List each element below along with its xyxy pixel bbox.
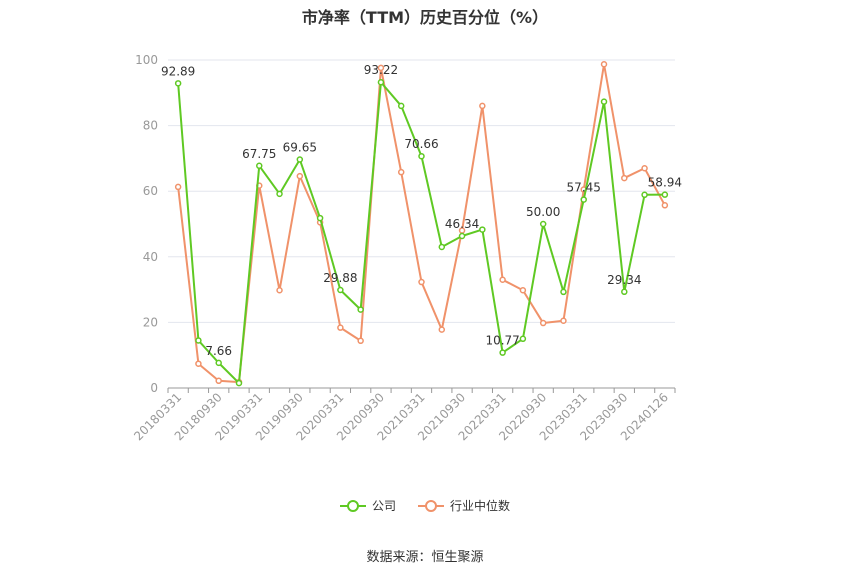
data-point-company xyxy=(337,286,344,294)
data-point-company xyxy=(195,337,202,344)
data-label: 29.88 xyxy=(323,271,357,285)
data-point-industry-median xyxy=(621,174,628,182)
data-point-company xyxy=(276,190,283,198)
data-label: 67.75 xyxy=(242,147,276,161)
data-point-company xyxy=(418,152,425,160)
data-point-company xyxy=(519,335,527,343)
series-line-company xyxy=(177,81,665,385)
data-label: 92.89 xyxy=(161,64,195,78)
data-label: 46.34 xyxy=(445,217,479,231)
data-point-company xyxy=(621,288,628,296)
data-label: 70.66 xyxy=(404,137,438,151)
data-point-company xyxy=(438,243,446,251)
legend-item-company[interactable]: 公司 xyxy=(339,497,396,514)
data-label: 93.22 xyxy=(364,63,398,77)
data-label: 69.65 xyxy=(283,141,317,155)
data-point-industry-median xyxy=(418,278,425,286)
data-point-industry-median xyxy=(479,102,486,110)
data-point-industry-median xyxy=(377,64,385,72)
legend-label-industry-median: 行业中位数 xyxy=(450,499,511,513)
y-tick-label: 80 xyxy=(143,119,158,133)
data-point-industry-median xyxy=(519,287,527,294)
data-point-industry-median xyxy=(337,324,344,331)
data-point-industry-median xyxy=(438,326,446,333)
data-point-company xyxy=(641,191,648,199)
data-point-industry-median xyxy=(357,337,364,345)
data-label: 58.94 xyxy=(648,176,682,190)
data-point-company xyxy=(377,78,385,86)
data-point-company xyxy=(174,80,182,87)
legend-item-industry-median[interactable]: 行业中位数 xyxy=(418,497,510,514)
data-point-company xyxy=(600,98,608,105)
data-point-company xyxy=(215,359,222,367)
data-point-industry-median xyxy=(600,61,608,68)
data-point-industry-median xyxy=(539,319,547,327)
data-point-industry-median xyxy=(661,202,669,209)
legend-swatch-company-icon xyxy=(339,499,366,513)
y-tick-label: 40 xyxy=(143,250,158,264)
data-point-company xyxy=(357,306,364,313)
data-label: 50.00 xyxy=(526,205,560,219)
data-point-company xyxy=(458,232,466,240)
data-point-company xyxy=(479,226,486,233)
series-line-industry-median xyxy=(177,63,666,384)
data-source-note: 数据来源：恒生聚源 xyxy=(366,550,484,565)
data-point-industry-median xyxy=(560,317,567,325)
data-point-industry-median xyxy=(499,276,506,284)
data-point-company xyxy=(499,349,506,356)
data-point-company xyxy=(661,191,669,198)
data-point-industry-median xyxy=(397,168,405,176)
data-point-company xyxy=(580,196,587,203)
data-label: 29.34 xyxy=(607,273,641,287)
legend-swatch-industry-icon xyxy=(418,499,444,513)
data-point-industry-median xyxy=(174,183,182,191)
chart-title: 市净率（TTM）历史百分位（%） xyxy=(301,8,549,27)
data-point-company xyxy=(296,156,304,163)
y-tick-label: 0 xyxy=(150,381,158,395)
data-point-industry-median xyxy=(195,360,202,367)
data-point-company xyxy=(256,162,263,170)
data-label: 10.77 xyxy=(485,334,519,348)
data-label: 57.45 xyxy=(567,181,601,195)
data-point-industry-median xyxy=(296,172,304,180)
data-point-industry-median xyxy=(276,287,283,294)
y-tick-label: 100 xyxy=(135,53,158,67)
data-point-company xyxy=(539,220,547,228)
data-point-company xyxy=(397,102,405,110)
data-label: 7.66 xyxy=(205,344,232,358)
data-point-industry-median xyxy=(641,164,648,172)
legend-label-company: 公司 xyxy=(371,499,396,513)
data-point-industry-median xyxy=(215,377,222,385)
legend: 公司 行业中位数 xyxy=(0,497,850,514)
data-point-company xyxy=(316,214,324,222)
y-tick-label: 60 xyxy=(143,184,158,198)
data-point-company xyxy=(560,288,567,296)
data-point-company xyxy=(235,379,243,387)
y-tick-label: 20 xyxy=(143,315,158,329)
